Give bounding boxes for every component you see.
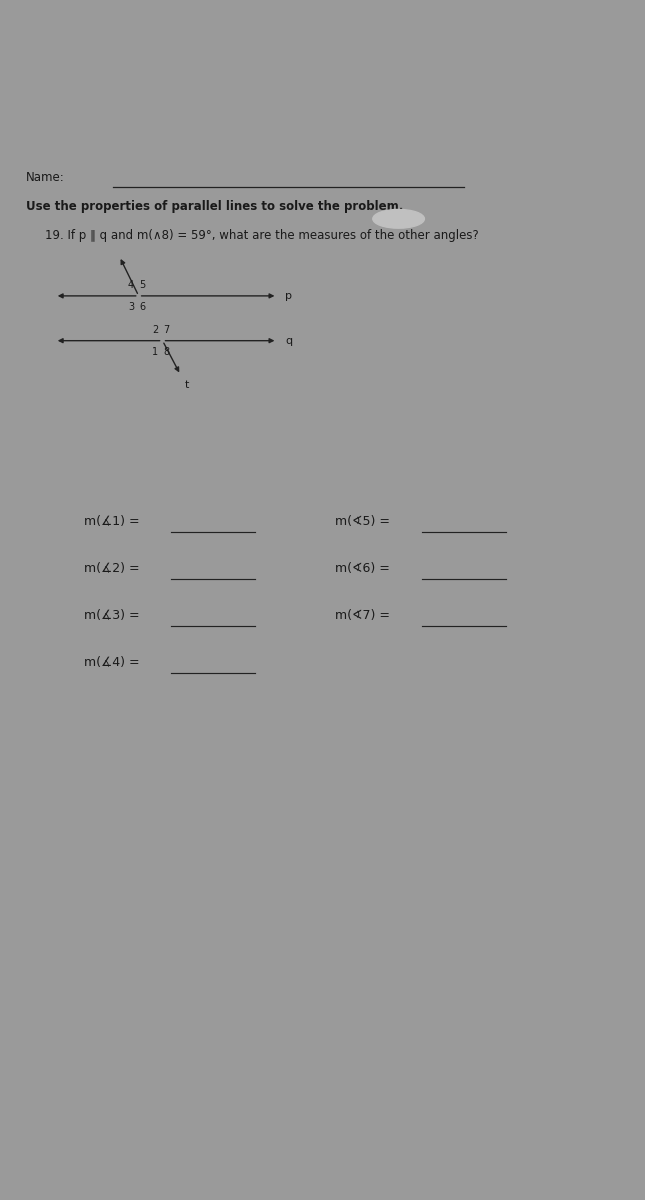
Text: m(∡2) =: m(∡2) = bbox=[84, 562, 139, 575]
Text: m(∢5) =: m(∢5) = bbox=[335, 515, 390, 528]
Text: 4: 4 bbox=[128, 280, 134, 290]
Text: 19. If p ∥ q and m(∧8) = 59°, what are the measures of the other angles?: 19. If p ∥ q and m(∧8) = 59°, what are t… bbox=[45, 229, 479, 241]
Text: q: q bbox=[285, 336, 292, 346]
Text: 1: 1 bbox=[152, 347, 158, 356]
Text: 2: 2 bbox=[152, 325, 158, 335]
Text: Use the properties of parallel lines to solve the problem.: Use the properties of parallel lines to … bbox=[26, 199, 403, 212]
Text: t: t bbox=[184, 380, 189, 390]
Text: p: p bbox=[285, 290, 292, 301]
Text: m(∡4) =: m(∡4) = bbox=[84, 655, 139, 668]
Text: m(∢7) =: m(∢7) = bbox=[335, 608, 390, 622]
Text: 7: 7 bbox=[163, 325, 170, 335]
Text: m(∡3) =: m(∡3) = bbox=[84, 608, 139, 622]
Ellipse shape bbox=[373, 210, 424, 228]
Text: Name:: Name: bbox=[26, 172, 64, 185]
Text: m(∡1) =: m(∡1) = bbox=[84, 515, 139, 528]
Text: 8: 8 bbox=[163, 347, 170, 356]
Text: 6: 6 bbox=[139, 301, 146, 312]
Text: m(∢6) =: m(∢6) = bbox=[335, 562, 390, 575]
Text: 3: 3 bbox=[128, 301, 134, 312]
Text: 5: 5 bbox=[139, 280, 146, 290]
